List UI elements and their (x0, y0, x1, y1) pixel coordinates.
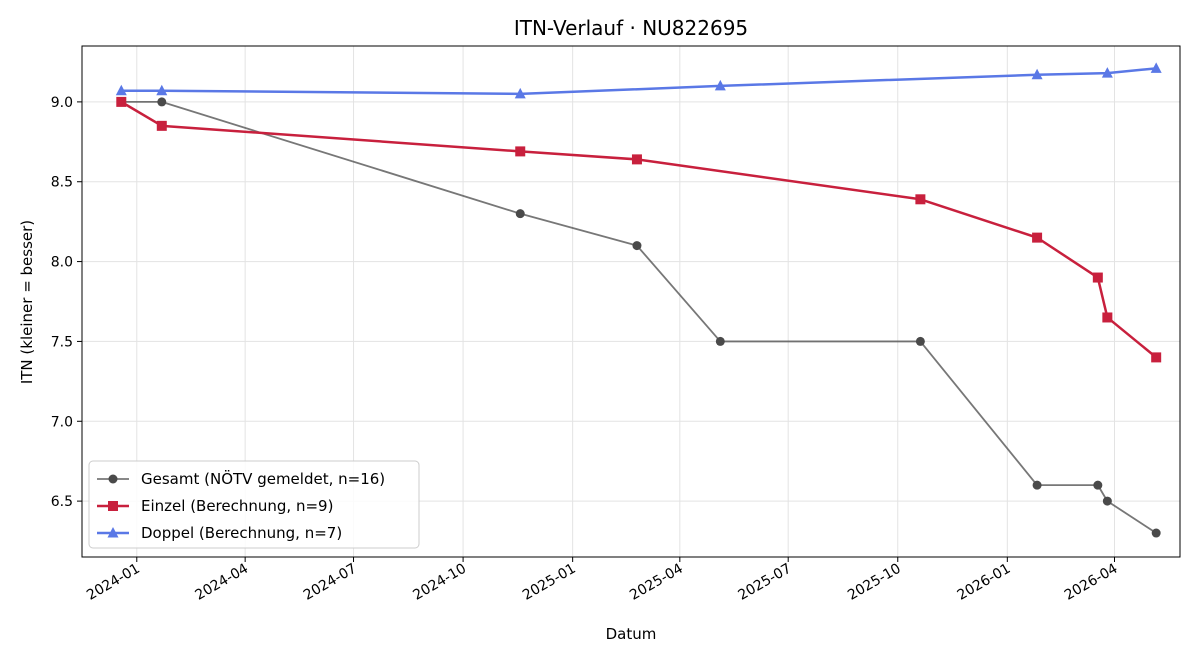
legend: Gesamt (NÖTV gemeldet, n=16) Einzel (Bere… (88, 460, 420, 549)
data-point (915, 194, 926, 205)
x-tick-label: 2025-07 (736, 561, 795, 604)
series-line (121, 67, 1157, 96)
x-tick-label: 2024-07 (301, 561, 360, 604)
data-point (1032, 232, 1043, 243)
grid-layer (82, 46, 1180, 557)
data-point (631, 154, 642, 165)
legend-marker (107, 527, 119, 538)
data-point (514, 87, 526, 99)
y-tick-label: 7.0 (51, 414, 73, 430)
legend-label: Gesamt (NÖTV gemeldet, n=16) (141, 469, 385, 488)
data-point (115, 84, 127, 96)
legend-marker (108, 474, 118, 484)
series-doppel (115, 62, 1162, 99)
x-tick-label: 2026-01 (955, 561, 1014, 604)
series-einzel (116, 96, 1162, 363)
legend-item: Gesamt (NÖTV gemeldet, n=16) (97, 469, 385, 488)
data-point (714, 79, 726, 91)
legend-label: Doppel (Berechnung, n=7) (141, 524, 342, 542)
chart-title: ITN-Verlauf · NU822695 (514, 16, 748, 40)
series-line (121, 100, 1157, 534)
data-point (1093, 480, 1103, 490)
data-point (1101, 67, 1113, 78)
x-tick-label: 2024-01 (84, 561, 143, 604)
data-point (1151, 528, 1161, 538)
plot-frame (81, 45, 1181, 558)
x-tick-label: 2026-04 (1062, 561, 1121, 604)
data-point (715, 336, 725, 346)
data-point (1102, 496, 1112, 506)
series-line (120, 100, 1157, 359)
x-axis-title: Datum (606, 625, 657, 643)
data-point (156, 120, 167, 131)
y-axis-title: ITN (kleiner = besser) (18, 220, 36, 384)
data-point (515, 146, 526, 157)
x-axis: 2024-01 2024-04 2024-07 2024-10 2025-01 2025-… (84, 557, 1121, 604)
legend-marker (108, 501, 118, 511)
legend-item: Einzel (Berechnung, n=9) (97, 497, 333, 515)
y-tick-label: 7.5 (51, 334, 73, 350)
y-tick-label: 6.5 (51, 494, 73, 510)
data-point (157, 97, 167, 107)
series-layer (115, 62, 1162, 538)
x-tick-label: 2025-10 (845, 561, 904, 604)
y-tick-label: 8.0 (51, 255, 73, 271)
legend-item: Doppel (Berechnung, n=7) (97, 524, 342, 542)
data-point (116, 96, 127, 107)
y-tick-label: 8.5 (51, 175, 73, 191)
data-point (1032, 480, 1042, 490)
y-tick-label: 9.0 (51, 95, 73, 111)
data-point (1151, 352, 1162, 363)
data-point (1031, 68, 1043, 80)
x-tick-label: 2024-04 (192, 561, 251, 604)
data-point (915, 336, 925, 346)
data-point (1102, 312, 1113, 323)
x-tick-label: 2025-01 (520, 561, 579, 604)
legend-label: Einzel (Berechnung, n=9) (141, 497, 333, 515)
data-point (1092, 272, 1103, 283)
data-point (515, 209, 525, 219)
legend-box (88, 460, 420, 549)
data-point (156, 84, 168, 96)
x-tick-label: 2024-10 (410, 561, 469, 604)
x-tick-label: 2025-04 (627, 561, 686, 604)
data-point (1150, 62, 1162, 73)
data-point (632, 241, 642, 251)
y-axis: 6.5 7.0 7.5 8.0 8.5 9.0 (51, 95, 82, 510)
